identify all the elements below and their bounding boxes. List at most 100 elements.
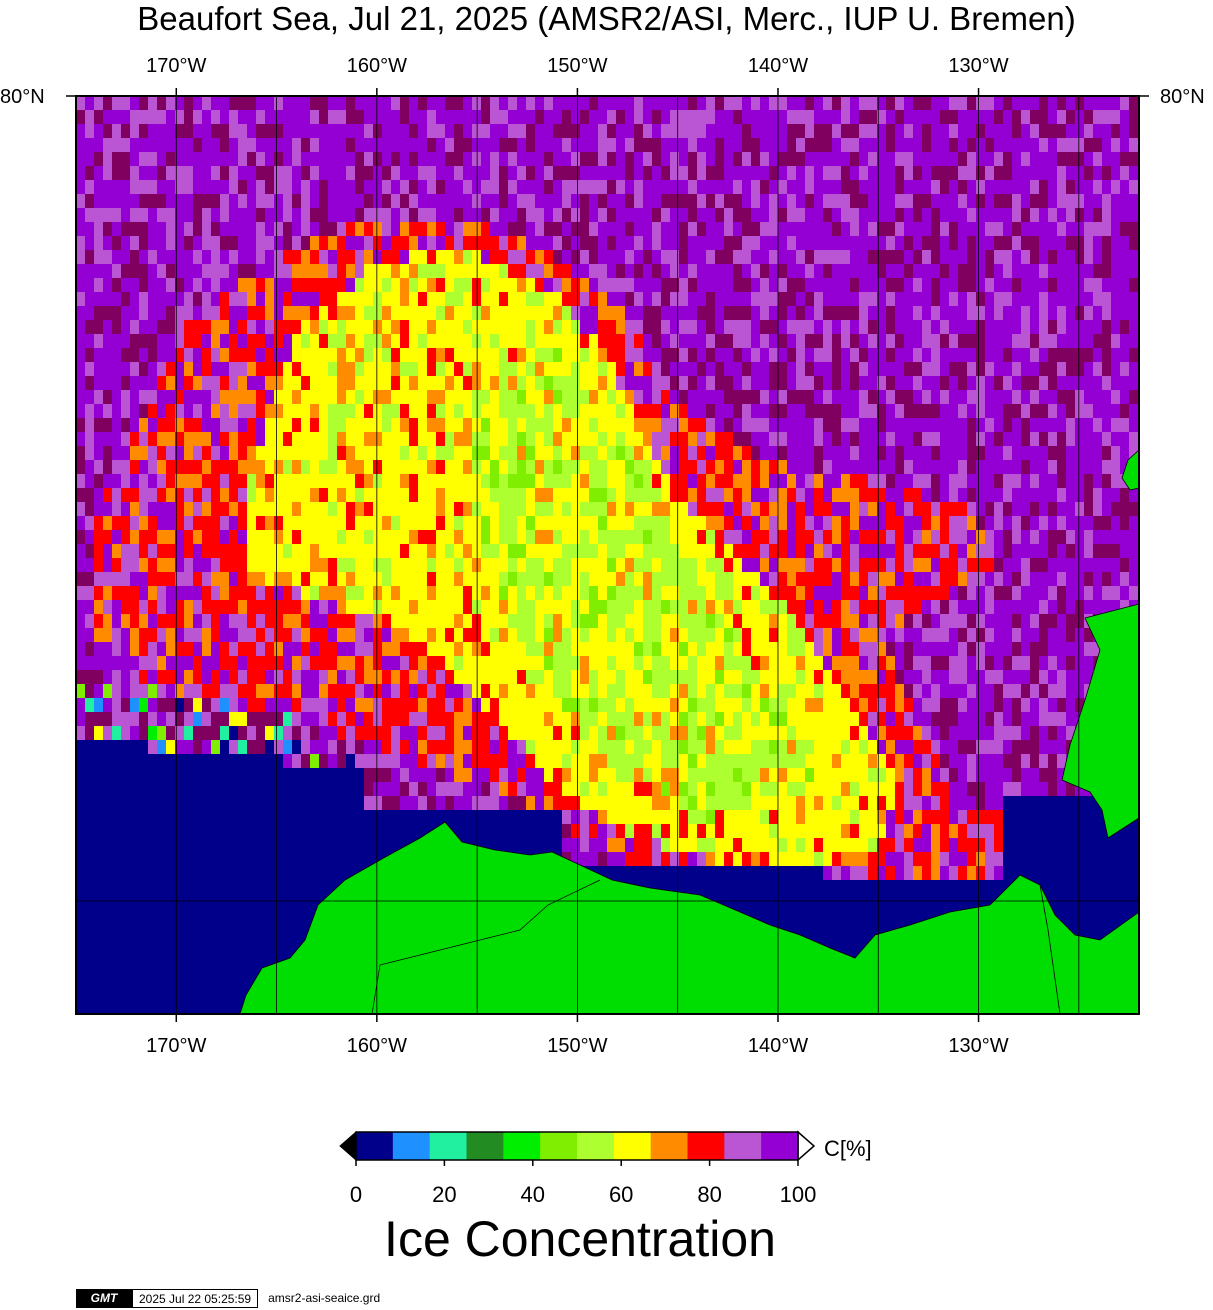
ice-cell — [526, 670, 535, 684]
ice-cell — [1003, 418, 1012, 432]
ice-cell — [787, 292, 796, 306]
ice-cell — [886, 152, 895, 166]
ice-cell — [130, 362, 139, 376]
ice-cell — [967, 292, 976, 306]
ice-cell — [193, 376, 202, 390]
ice-cell — [661, 152, 670, 166]
ice-cell — [1057, 320, 1066, 334]
ice-cell — [886, 544, 895, 558]
ice-cell — [580, 516, 589, 530]
ice-cell — [103, 628, 112, 642]
ice-cell — [1057, 278, 1066, 292]
ice-cell — [607, 628, 616, 642]
ice-cell — [148, 222, 157, 236]
ice-cell — [112, 194, 121, 208]
ice-cell — [868, 544, 877, 558]
ice-cell — [967, 544, 976, 558]
ice-cell — [373, 418, 382, 432]
ice-cell — [877, 264, 886, 278]
ice-cell — [643, 432, 652, 446]
ice-cell — [760, 488, 769, 502]
ice-cell — [211, 320, 220, 334]
ice-cell — [1021, 670, 1030, 684]
ice-cell — [517, 152, 526, 166]
ice-cell — [427, 600, 436, 614]
ice-cell — [553, 250, 562, 264]
ice-cell — [139, 306, 148, 320]
ice-cell — [373, 208, 382, 222]
ice-cell — [1012, 110, 1021, 124]
ice-cell — [445, 586, 454, 600]
ice-cell — [499, 404, 508, 418]
ice-cell — [796, 614, 805, 628]
ice-cell — [1021, 446, 1030, 460]
ice-cell — [796, 334, 805, 348]
ice-cell — [256, 124, 265, 138]
ice-cell — [850, 278, 859, 292]
ice-cell — [220, 166, 229, 180]
ice-cell — [103, 670, 112, 684]
ice-cell — [967, 110, 976, 124]
ice-cell — [391, 348, 400, 362]
ice-cell — [418, 474, 427, 488]
ice-cell — [1129, 572, 1138, 586]
ice-cell — [1120, 292, 1129, 306]
ice-cell — [949, 306, 958, 320]
ice-cell — [625, 124, 634, 138]
ice-cell — [832, 670, 841, 684]
ice-cell — [337, 152, 346, 166]
ice-cell — [481, 642, 490, 656]
ice-cell — [121, 194, 130, 208]
ice-cell — [742, 404, 751, 418]
ice-cell — [238, 250, 247, 264]
ice-cell — [319, 670, 328, 684]
ice-cell — [589, 544, 598, 558]
ice-cell — [1066, 292, 1075, 306]
ice-cell — [823, 376, 832, 390]
ice-cell — [931, 516, 940, 530]
ice-cell — [1075, 306, 1084, 320]
ice-cell — [481, 656, 490, 670]
ice-cell — [274, 306, 283, 320]
ice-cell — [508, 390, 517, 404]
ice-cell — [265, 348, 274, 362]
ice-cell — [562, 320, 571, 334]
ice-cell — [625, 250, 634, 264]
ice-cell — [229, 152, 238, 166]
ice-cell — [832, 586, 841, 600]
ice-cell — [202, 250, 211, 264]
ice-cell — [544, 320, 553, 334]
ice-cell — [202, 348, 211, 362]
ice-cell — [787, 222, 796, 236]
ice-cell — [184, 334, 193, 348]
ice-cell — [778, 544, 787, 558]
ice-cell — [742, 642, 751, 656]
ice-cell — [553, 628, 562, 642]
ice-cell — [184, 516, 193, 530]
ice-cell — [877, 516, 886, 530]
ice-cell — [652, 530, 661, 544]
ice-cell — [661, 544, 670, 558]
ice-cell — [670, 348, 679, 362]
ice-cell — [634, 572, 643, 586]
ice-cell — [85, 516, 94, 530]
ice-cell — [175, 474, 184, 488]
ice-cell — [103, 656, 112, 670]
ice-cell — [247, 250, 256, 264]
ice-cell — [553, 404, 562, 418]
ice-cell — [508, 180, 517, 194]
ice-cell — [553, 180, 562, 194]
ice-cell — [814, 432, 823, 446]
ice-cell — [391, 208, 400, 222]
ice-cell — [607, 586, 616, 600]
ice-cell — [931, 264, 940, 278]
ice-cell — [553, 348, 562, 362]
ice-cell — [553, 96, 562, 110]
ice-cell — [598, 348, 607, 362]
ice-cell — [877, 558, 886, 572]
ice-cell — [571, 390, 580, 404]
ice-cell — [1039, 96, 1048, 110]
ice-cell — [364, 530, 373, 544]
ice-cell — [796, 124, 805, 138]
ice-cell — [913, 586, 922, 600]
